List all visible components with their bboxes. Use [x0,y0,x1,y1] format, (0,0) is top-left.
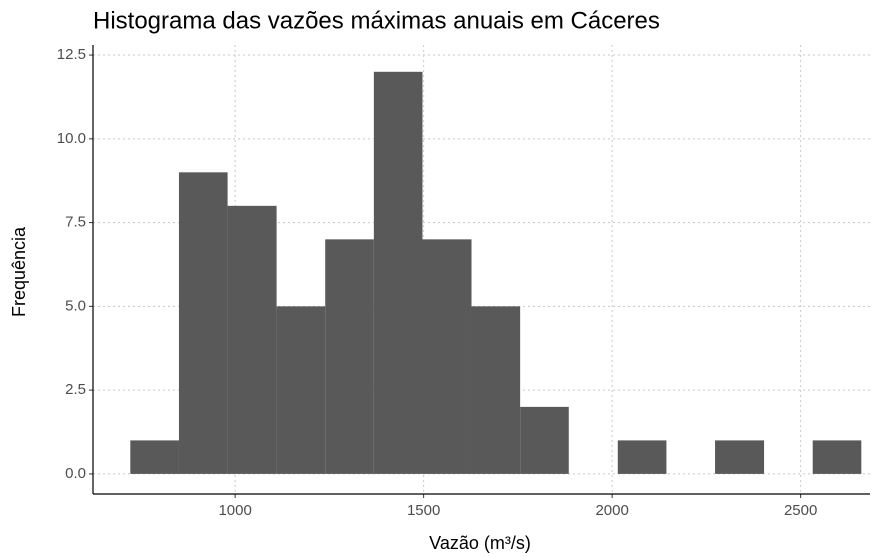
bar [227,205,277,474]
bar [715,440,765,474]
y-tick-label: 10.0 [57,130,86,147]
bar [276,306,326,474]
bar [422,239,472,474]
bar [471,306,521,474]
y-tick-label: 0.0 [65,465,86,482]
x-tick-label: 2500 [784,502,817,519]
bar [617,440,667,474]
x-tick-label: 1500 [407,502,440,519]
x-tick-label: 1000 [218,502,251,519]
bar [373,71,423,474]
bar [520,406,569,474]
bar [130,440,179,474]
y-tick-label: 12.5 [57,46,86,63]
x-axis-title: Vazão (m³/s) [429,533,531,553]
x-tick-label: 2000 [595,502,628,519]
bar [178,172,228,474]
bar [325,239,374,474]
y-axis-title: Frequência [9,226,29,317]
y-tick-label: 2.5 [65,381,86,398]
y-tick-label: 5.0 [65,297,86,314]
bar [812,440,862,474]
y-tick-label: 7.5 [65,214,86,231]
chart-title: Histograma das vazões máximas anuais em … [93,7,660,34]
